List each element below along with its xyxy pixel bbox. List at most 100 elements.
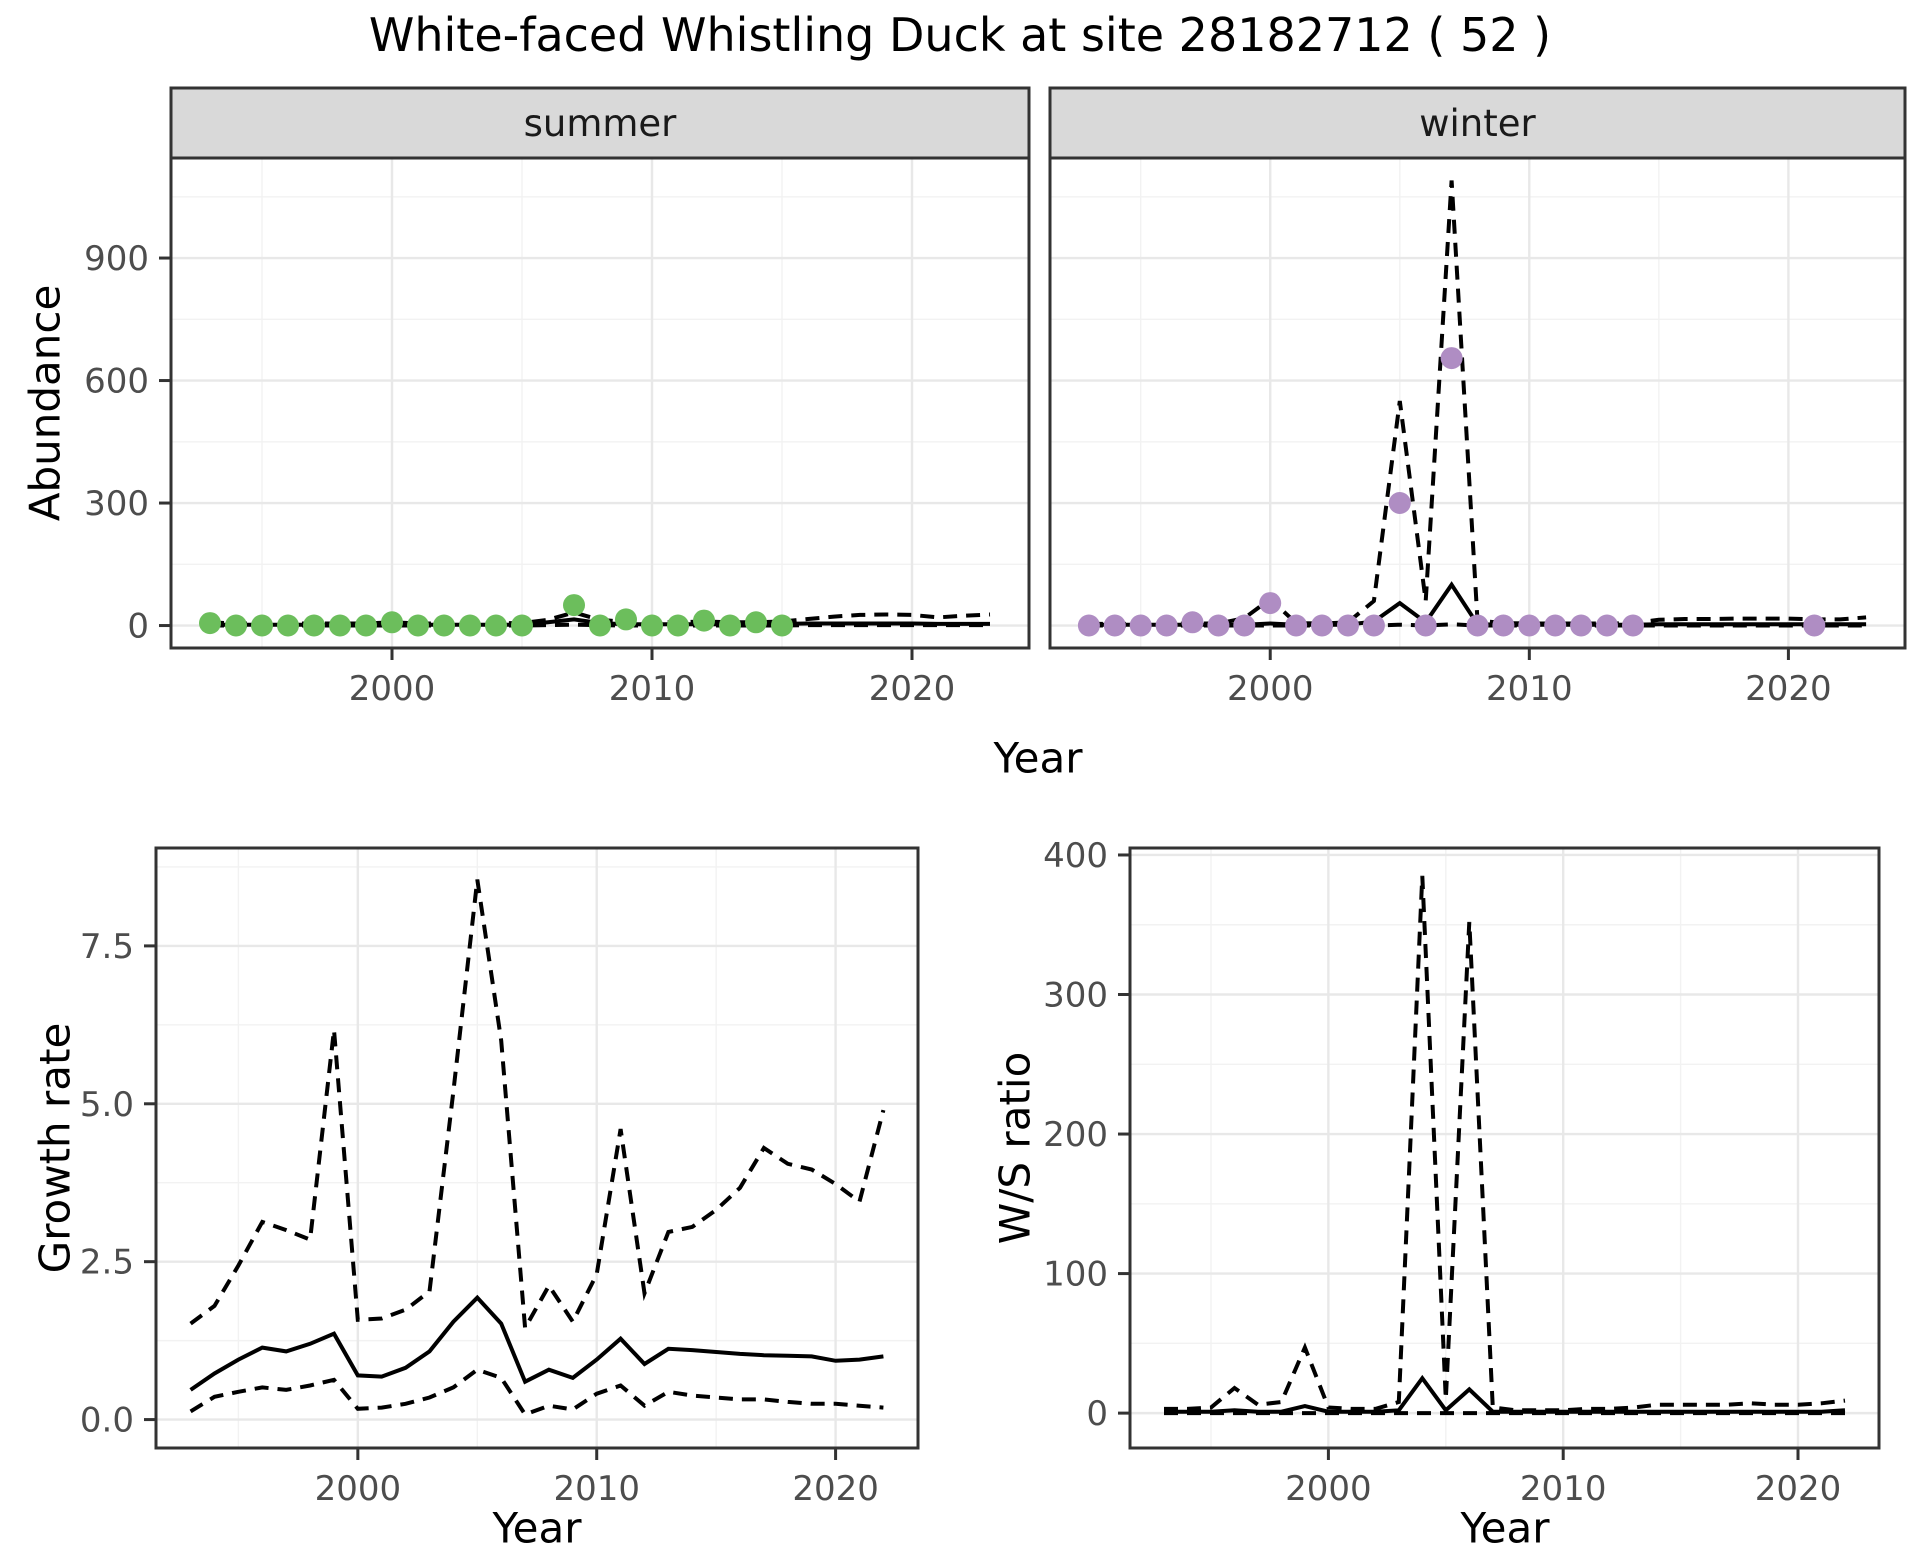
series-model_fit [1164, 1374, 1846, 1414]
panel-border [154, 846, 920, 1450]
panel-border [1128, 846, 1881, 1450]
panel-background [1050, 158, 1905, 648]
data-point [719, 614, 741, 637]
data-point [589, 614, 611, 637]
chart-title: White-faced Whistling Duck at site 28182… [368, 8, 1552, 62]
data-point [277, 614, 299, 637]
x-tick-label: 2000 [315, 1469, 402, 1509]
data-point [693, 609, 715, 632]
grid-minor [171, 158, 1029, 648]
data-point [381, 611, 403, 634]
y-tick-label: 0 [127, 607, 149, 647]
panel-ws-ratio: 2000 2010 2020 0 100 200 300 400 [1043, 836, 1881, 1509]
panel-background [156, 848, 918, 1448]
grid-minor [156, 848, 918, 1448]
x-axis: 2000 2010 2020 [1227, 648, 1832, 709]
y-tick-label: 2.5 [80, 1243, 134, 1283]
data-point [1440, 347, 1463, 370]
data-point [1596, 614, 1618, 637]
data-point [1259, 592, 1282, 615]
data-point [1155, 614, 1178, 637]
data-point [1388, 492, 1411, 514]
x-tick-label: 2010 [553, 1469, 640, 1509]
x-axis-title-year-ws: Year [1460, 1503, 1550, 1553]
y-tick-label: 100 [1043, 1255, 1108, 1295]
data-point [225, 614, 247, 637]
data-point [615, 608, 637, 631]
data-point [1337, 614, 1359, 637]
data-point [1077, 614, 1100, 637]
data-point [563, 594, 585, 617]
data-point [1414, 614, 1437, 637]
data-point [1207, 614, 1230, 637]
data-point [1311, 614, 1333, 637]
x-axis: 2000 2010 2020 [349, 648, 955, 709]
panel-growth-rate: 2000 2010 2020 0.0 2.5 5.0 7.5 [80, 846, 920, 1509]
y-tick-label: 900 [84, 239, 149, 279]
y-tick-label: 300 [1043, 976, 1108, 1016]
y-tick-label: 600 [84, 362, 149, 402]
y-axis-title-abundance: Abundance [20, 284, 70, 522]
x-tick-label: 2020 [792, 1469, 879, 1509]
y-tick-label: 200 [1043, 1115, 1108, 1155]
facet-strip [169, 86, 1031, 160]
facet-strip-label: summer [524, 102, 678, 145]
series-upper_ci [189, 879, 886, 1335]
data-point [1622, 614, 1644, 637]
data-point [1233, 614, 1256, 637]
data-point [1492, 614, 1515, 637]
data-point [1362, 614, 1385, 637]
grid-minor [1130, 848, 1879, 1448]
y-axis-title-ws-ratio: W/S ratio [990, 1051, 1040, 1245]
facet-strip [1048, 86, 1907, 160]
y-tick-label: 0 [1086, 1394, 1108, 1434]
x-tick-label: 2010 [1486, 669, 1573, 709]
panel-abundance-winter: 2000 2010 2020 winter [1048, 86, 1907, 709]
grid-major [156, 848, 918, 1448]
data-point [1803, 614, 1826, 637]
data-point [1518, 614, 1541, 637]
winter_observations [1077, 347, 1826, 637]
data-point [199, 612, 221, 635]
y-tick-label: 5.0 [80, 1085, 134, 1125]
data-point [667, 614, 689, 637]
x-axis: 2000 2010 2020 [1285, 1448, 1841, 1509]
summer_observations [199, 594, 793, 637]
grid-major [1050, 158, 1905, 648]
y-axis: 0.0 2.5 5.0 7.5 [80, 927, 156, 1441]
data-point [1466, 614, 1489, 637]
data-point [745, 611, 767, 634]
y-tick-label: 300 [84, 484, 149, 524]
data-point [771, 614, 793, 637]
x-axis-title-year-growth: Year [492, 1503, 582, 1553]
data-point [1181, 611, 1204, 634]
x-tick-label: 2010 [1520, 1469, 1607, 1509]
panel-background [1130, 848, 1879, 1448]
x-tick-label: 2020 [1755, 1469, 1842, 1509]
y-axis-title-growth-rate: Growth rate [30, 1022, 80, 1274]
x-tick-label: 2000 [1285, 1469, 1372, 1509]
data-point [407, 614, 429, 637]
y-axis: 0 300 600 900 [84, 239, 171, 647]
data-point [641, 614, 663, 637]
data-point [511, 614, 533, 637]
panel-background [171, 158, 1029, 648]
x-tick-label: 2020 [1745, 669, 1832, 709]
data-point [355, 614, 377, 637]
series-upper_ci [1164, 875, 1846, 1413]
x-tick-label: 2010 [609, 669, 696, 709]
y-tick-label: 0.0 [80, 1401, 134, 1441]
facet-strip-label: winter [1419, 102, 1536, 145]
x-tick-label: 2000 [1227, 669, 1314, 709]
data-point [1570, 614, 1593, 637]
grid-minor [1050, 158, 1905, 648]
panel-abundance-summer: 2000 2010 2020 0 300 600 900 summer [84, 86, 1031, 709]
data-point [459, 614, 481, 637]
y-axis: 0 100 200 300 400 [1043, 836, 1130, 1434]
data-point [1103, 614, 1126, 637]
data-point [329, 614, 351, 637]
data-point [1129, 614, 1152, 637]
data-point [433, 614, 455, 637]
